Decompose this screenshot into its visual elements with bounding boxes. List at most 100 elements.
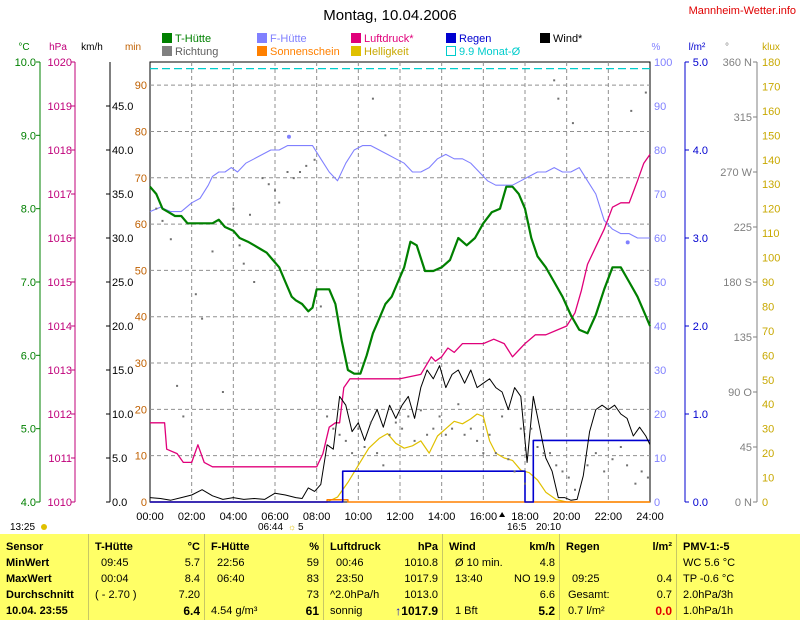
deg-tick: 90 O [728,387,752,399]
grid [150,62,650,502]
t-huette-column: T-Hütte °C 09:45 5.7 00:04 8.4 ( - 2.70 ) 7.… [89,534,204,620]
rain-max-val: 0.4 [656,573,672,585]
series-layer [149,67,652,503]
f-note: 4.54 g/m³ [211,605,258,617]
klux-tick: 40 [762,399,774,411]
site-link[interactable]: Mannheim-Wetter.info [689,5,796,17]
klux-tick: 90 [762,277,774,289]
time-tick: 18:00 [511,511,539,523]
rain-tick: 5.0 [693,57,708,69]
kmh-tick: 40.0 [112,145,133,157]
f-min-time: 22:56 [217,557,245,569]
time-tick: 20:00 [553,511,581,523]
min-tick: 60 [135,219,147,231]
date-label: 10.04. 23:55 [6,605,68,617]
klux-tick: 60 [762,350,774,362]
richtung-point [176,384,179,387]
klux-tick: 80 [762,301,774,313]
pct-tick: 70 [654,189,666,201]
richtung-point [574,488,576,491]
richtung-point [344,439,347,442]
p-condition: sonnig [330,605,363,617]
richtung-point [232,207,235,210]
richtung-point [432,427,435,430]
deg-tick: 135 [734,332,752,344]
richtung-point [286,171,289,173]
time-markers: 13:25 06:44 ☼ 5 16:5 20:10 [10,522,561,533]
min-tick: 40 [135,312,147,324]
richtung-point [567,476,570,479]
klux-tick: 130 [762,179,780,191]
highlight-marker-icon [499,512,506,517]
klux-tick: 140 [762,155,780,167]
weather-chart: Montag, 10.04.2006 Mannheim-Wetter.info … [10,5,796,533]
t-huette-unit: °C [187,541,200,553]
series-line-regen [150,439,650,503]
klux-tick: 70 [762,326,774,338]
min-tick: 80 [135,126,147,138]
wind-current: 5.2 [538,604,555,618]
deg-tick: 315 [734,112,752,124]
regen-header: Regen [566,541,600,553]
richtung-point [313,158,316,161]
time-tick: 10:00 [345,511,373,523]
highlight-time: 16:5 [507,522,527,533]
klux-tick: 120 [762,204,780,216]
temp-tick: 5.0 [21,424,36,436]
temp-tick: 9.0 [21,130,36,142]
richtung-point [376,452,379,455]
richtung-point [549,452,551,455]
t-current: 6.4 [183,604,200,618]
axis-units: °C hPa km/h min % l/m² ° klux [18,42,780,53]
series-marker [286,134,291,139]
klux-tick: 180 [762,57,780,69]
pmv-rate1: 2.0hPa/3h [683,589,734,601]
richtung-point [482,452,485,455]
deg-tick: 45 [740,442,752,454]
legend-richtung: Richtung [175,46,218,58]
t-max-val: 8.4 [184,573,200,585]
tick-labels: 10.09.08.07.06.05.04.0102010191018101710… [15,57,781,523]
min-tick: 20 [135,404,147,416]
richtung-point [278,201,281,204]
klux-tick: 50 [762,375,774,387]
min-tick: 30 [135,358,147,370]
richtung-point [326,415,329,418]
rain-tick: 0.0 [693,497,708,509]
sensor-column: Sensor MinWert MaxWert Durchschnitt 10.0… [0,534,88,620]
f-huette-column: F-Hütte% 22:56 59 06:40 83 73 4.54 g/m³ 61 [205,534,323,620]
hpa-tick: 1020 [48,57,72,69]
rain-tick: 1.0 [693,409,708,421]
richtung-point [457,403,460,406]
richtung-point [211,250,214,253]
rain-tick: 2.0 [693,321,708,333]
time-tick: 06:00 [261,511,289,523]
richtung-point [201,317,204,320]
unit-kmh: km/h [81,42,103,53]
min-tick: 70 [135,173,147,185]
legend-swatch-regen [446,33,456,43]
pmv-rate2: 1.0hPa/1h [683,605,734,617]
pct-tick: 60 [654,233,666,245]
richtung-point [463,433,466,436]
separator [676,534,677,620]
richtung-point [426,433,429,436]
avg-label: Durchschnitt [6,589,74,601]
hpa-tick: 1012 [48,409,72,421]
richtung-point [253,281,256,283]
legend-f-huette: F-Hütte [270,33,307,45]
kmh-tick: 20.0 [112,321,133,333]
legend-swatch-f-huette [257,33,267,43]
pct-tick: 90 [654,101,666,113]
pmv-header: PMV-1:-5 [683,541,730,553]
kmh-tick: 35.0 [112,189,133,201]
legend-swatch-luftdruck [351,33,361,43]
series-line-t-h-tte [149,185,652,375]
wind-avg-label: Ø 10 min. [455,557,503,569]
legend-regen: Regen [459,33,491,45]
richtung-point [292,177,295,180]
pct-tick: 40 [654,321,666,333]
t-max-time: 00:04 [101,573,129,585]
richtung-point [444,433,447,436]
legend-swatch-t-huette [162,33,172,43]
